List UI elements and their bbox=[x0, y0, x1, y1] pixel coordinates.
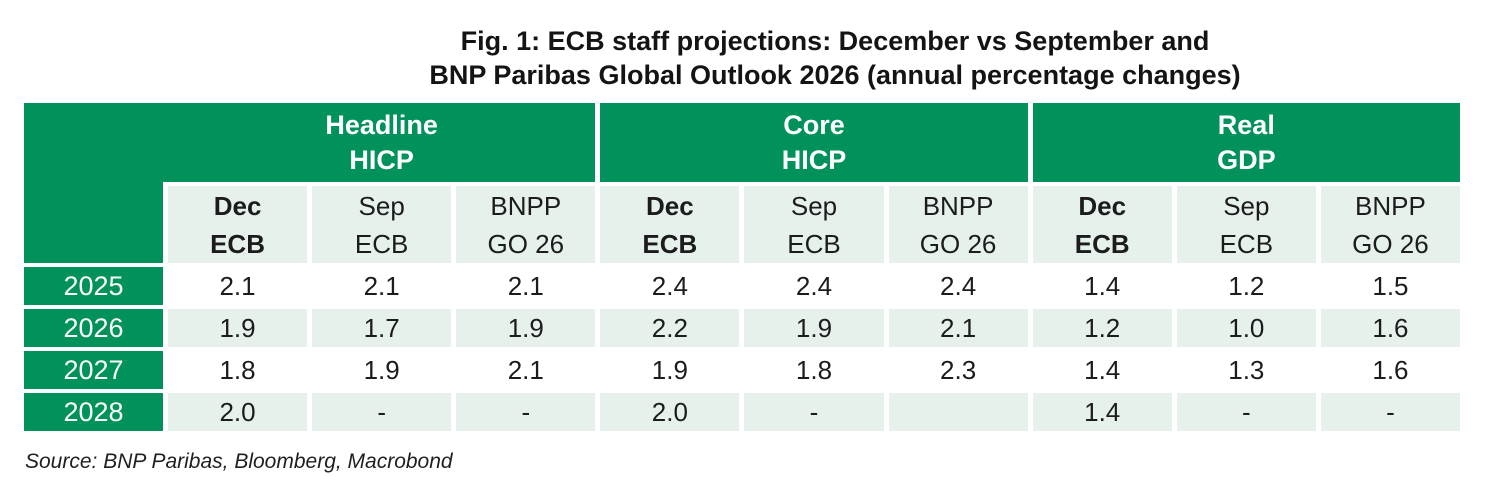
table-cell: 1.5 bbox=[1320, 267, 1460, 305]
column-header-headline-sep-ecb: Sep ECB bbox=[312, 186, 452, 263]
table-cell: 1.7 bbox=[312, 309, 452, 347]
figure-title-line2: BNP Paribas Global Outlook 2026 (annual … bbox=[429, 60, 1241, 90]
table-cell: 1.2 bbox=[1032, 309, 1172, 347]
table-cell: 2.2 bbox=[600, 309, 740, 347]
group-header-core-hicp: Core HICP bbox=[600, 103, 1028, 182]
table-cell: 2.0 bbox=[168, 393, 308, 431]
table-cell: - bbox=[312, 393, 452, 431]
year-column-header-spacer bbox=[24, 186, 163, 263]
table-cell: 2.4 bbox=[600, 267, 740, 305]
column-header-headline-bnpp-go26: BNPP GO 26 bbox=[456, 186, 596, 263]
row-header-2027: 2027 bbox=[24, 351, 163, 389]
table-cell: - bbox=[1176, 393, 1316, 431]
source-note: Source: BNP Paribas, Bloomberg, Macrobon… bbox=[25, 450, 453, 473]
column-header-headline-dec-ecb: Dec ECB bbox=[168, 186, 308, 263]
table-cell: 1.9 bbox=[600, 351, 740, 389]
table-cell: 2.0 bbox=[600, 393, 740, 431]
group-header-real-gdp: Real GDP bbox=[1032, 103, 1460, 182]
table-cell: 1.9 bbox=[456, 309, 596, 347]
table-cell: 2.3 bbox=[888, 351, 1028, 389]
table-cell: 1.9 bbox=[312, 351, 452, 389]
table-cell: 1.4 bbox=[1032, 267, 1172, 305]
column-header-gdp-sep-ecb: Sep ECB bbox=[1176, 186, 1316, 263]
column-header-gdp-bnpp-go26: BNPP GO 26 bbox=[1320, 186, 1460, 263]
group-header-label: Core HICP bbox=[781, 109, 847, 175]
column-header-gdp-dec-ecb: Dec ECB bbox=[1032, 186, 1172, 263]
figure-title-line1: Fig. 1: ECB staff projections: December … bbox=[460, 26, 1210, 56]
table-cell: 2.4 bbox=[744, 267, 884, 305]
column-header-core-bnpp-go26: BNPP GO 26 bbox=[888, 186, 1028, 263]
group-header-headline-hicp: Headline HICP bbox=[24, 103, 596, 182]
table-cell: 1.8 bbox=[168, 351, 308, 389]
table-cell: - bbox=[456, 393, 596, 431]
row-header-2028: 2028 bbox=[24, 393, 163, 431]
row-header-2026: 2026 bbox=[24, 309, 163, 347]
table-cell: 1.8 bbox=[744, 351, 884, 389]
table-cell: 2.4 bbox=[888, 267, 1028, 305]
table-cell: 1.2 bbox=[1176, 267, 1316, 305]
table-cell: 2.1 bbox=[888, 309, 1028, 347]
table-cell: 2.1 bbox=[312, 267, 452, 305]
group-header-label: Real GDP bbox=[1217, 109, 1276, 175]
table-cell: 1.0 bbox=[1176, 309, 1316, 347]
column-header-core-sep-ecb: Sep ECB bbox=[744, 186, 884, 263]
group-header-label: Headline HICP bbox=[325, 109, 438, 175]
table-cell: 1.4 bbox=[1032, 351, 1172, 389]
column-header-core-dec-ecb: Dec ECB bbox=[600, 186, 740, 263]
table-cell: 1.6 bbox=[1320, 309, 1460, 347]
table-cell: - bbox=[1320, 393, 1460, 431]
table-cell: 2.1 bbox=[456, 267, 596, 305]
table-cell: 1.9 bbox=[168, 309, 308, 347]
row-header-2025: 2025 bbox=[24, 267, 163, 305]
table-cell: 2.1 bbox=[456, 351, 596, 389]
table-cell: 1.6 bbox=[1320, 351, 1460, 389]
figure-title: Fig. 1: ECB staff projections: December … bbox=[0, 24, 1500, 92]
table-cell: 1.3 bbox=[1176, 351, 1316, 389]
table-cell: 1.4 bbox=[1032, 393, 1172, 431]
table-cell: 1.9 bbox=[744, 309, 884, 347]
table-cell: - bbox=[744, 393, 884, 431]
projections-table: Headline HICP Core HICP Real GDP Dec ECB … bbox=[24, 103, 1460, 431]
table-cell-empty bbox=[888, 393, 1028, 431]
table-cell: 2.1 bbox=[168, 267, 308, 305]
